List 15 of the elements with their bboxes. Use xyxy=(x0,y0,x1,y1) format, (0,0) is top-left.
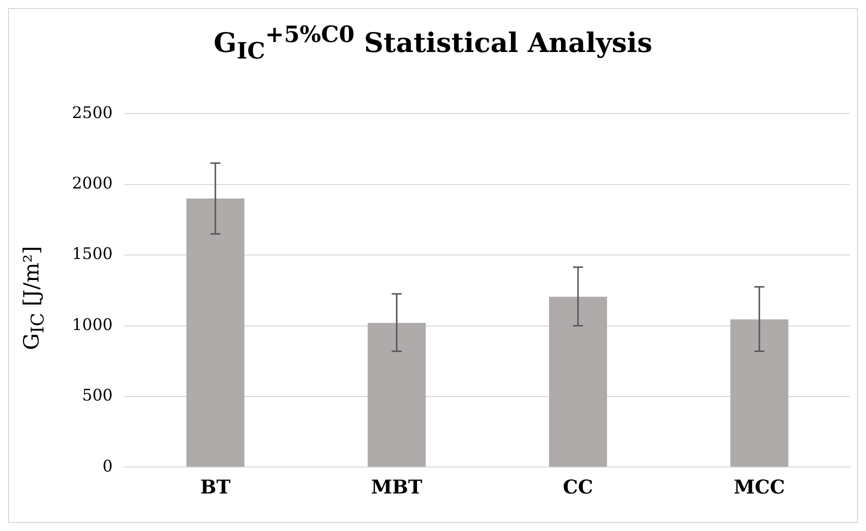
y-tick-label: 0 xyxy=(102,456,113,476)
y-tick-label: 500 xyxy=(82,386,113,405)
bar xyxy=(368,322,426,467)
y-tick-label: 2000 xyxy=(72,173,113,192)
bar xyxy=(730,319,788,467)
y-tick-label: 1000 xyxy=(72,314,113,334)
bar xyxy=(549,296,608,467)
y-tick-label: 1500 xyxy=(72,244,113,264)
x-tick-label: CC xyxy=(562,476,594,499)
y-tick-label: 2500 xyxy=(72,102,113,122)
x-tick-label: BT xyxy=(200,476,230,499)
bar xyxy=(186,198,244,467)
chart-title: G$_{IC}$$^{+5%C0}$ Statistical Analysis xyxy=(212,22,654,64)
x-tick-label: MCC xyxy=(734,476,785,499)
x-tick-label: MBT xyxy=(371,476,422,499)
